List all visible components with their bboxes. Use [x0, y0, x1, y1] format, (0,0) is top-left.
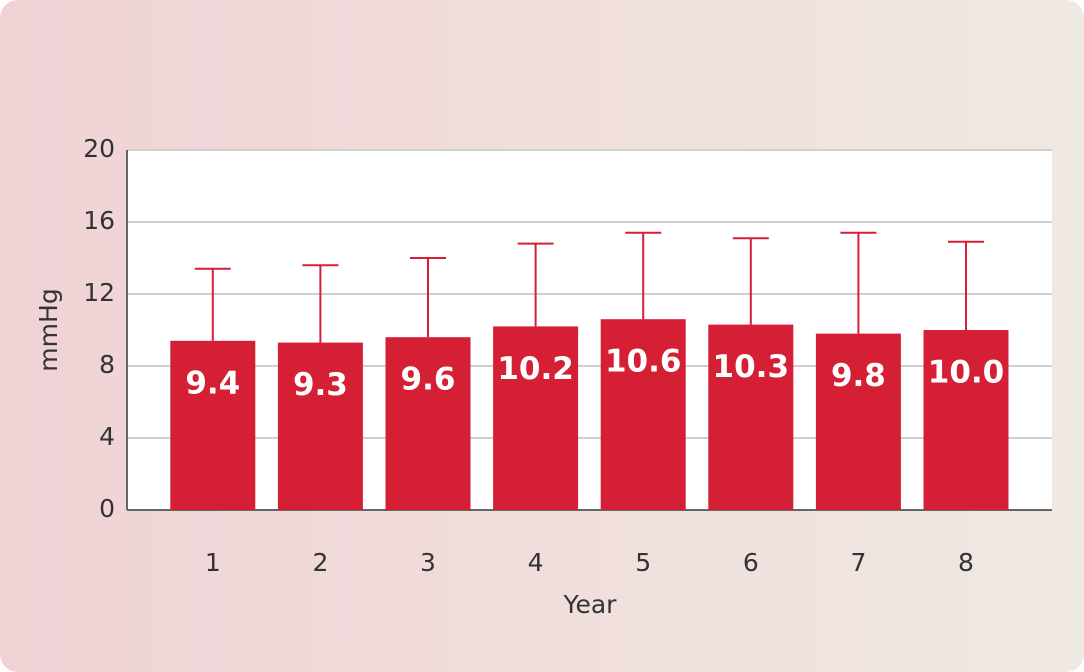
- x-tick-label: 8: [958, 548, 974, 577]
- bar: [493, 326, 579, 510]
- x-tick-label: 3: [420, 548, 436, 577]
- bar: [277, 342, 363, 510]
- y-axis-title: mmHg: [34, 288, 63, 371]
- x-tick-label: 2: [312, 548, 328, 577]
- x-tick-label: 4: [528, 548, 544, 577]
- plot-area: [127, 150, 1052, 510]
- value-label: 10.6: [605, 344, 682, 380]
- y-tick-label: 0: [99, 494, 115, 523]
- value-label: 10.2: [497, 351, 574, 387]
- value-label: 9.8: [831, 358, 886, 394]
- bar: [385, 337, 471, 510]
- value-label: 9.6: [401, 362, 456, 398]
- x-tick-label: 5: [635, 548, 651, 577]
- value-label: 9.4: [185, 365, 240, 401]
- x-tick-label: 7: [850, 548, 866, 577]
- y-tick-label: 12: [83, 278, 115, 307]
- y-tick-label: 16: [83, 206, 115, 235]
- value-label: 10.0: [928, 355, 1005, 391]
- y-tick-label: 4: [99, 422, 115, 451]
- y-tick-label: 20: [83, 134, 115, 163]
- y-tick-label: 8: [99, 350, 115, 379]
- bar: [600, 319, 686, 510]
- bar: [923, 330, 1009, 510]
- bar: [815, 333, 901, 510]
- x-tick-label: 1: [205, 548, 221, 577]
- value-label: 10.3: [713, 349, 790, 385]
- x-axis-title: Year: [563, 590, 618, 619]
- x-tick-label: 6: [743, 548, 759, 577]
- value-label: 9.3: [293, 367, 348, 403]
- bar: [708, 324, 794, 510]
- bar: [170, 340, 256, 510]
